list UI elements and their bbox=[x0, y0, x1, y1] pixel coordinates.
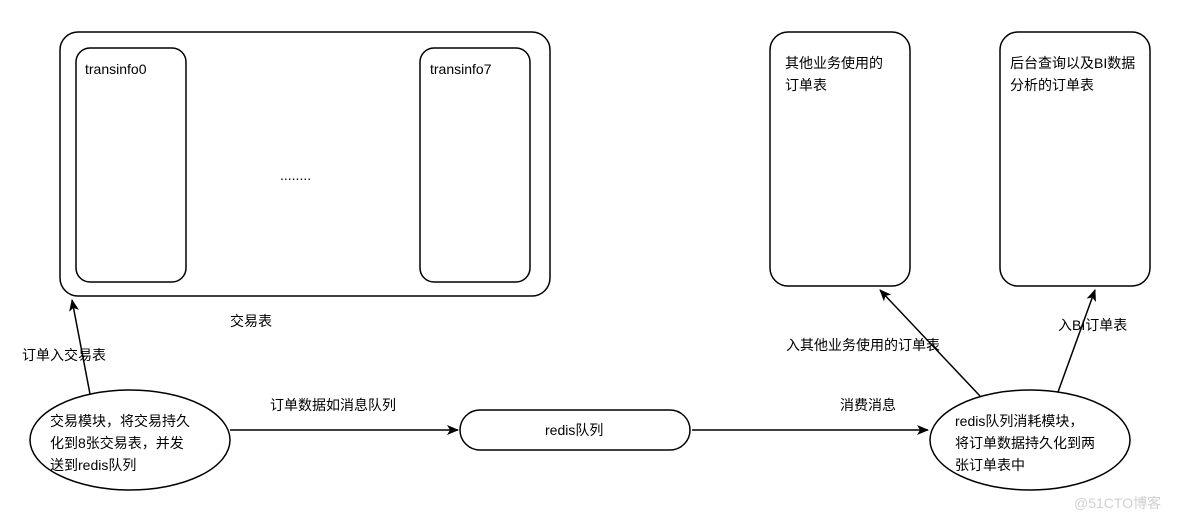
edge-consumer-to-bi bbox=[1058, 290, 1095, 392]
edge-tx-to-redis-label: 订单数据如消息队列 bbox=[270, 397, 396, 413]
redis-queue-label: redis队列 bbox=[545, 422, 603, 438]
edge-tx-to-table-label: 订单入交易表 bbox=[22, 347, 106, 363]
architecture-diagram: 交易表 transinfo0 ........ transinfo7 其他业务使… bbox=[0, 0, 1184, 522]
transinfo7-label: transinfo7 bbox=[430, 61, 492, 77]
watermark-text: @51CTO博客 bbox=[1074, 495, 1161, 511]
tx-table-group-label: 交易表 bbox=[230, 313, 272, 329]
transinfo0-node bbox=[76, 48, 186, 282]
ellipsis-label: ........ bbox=[280, 167, 311, 183]
transinfo0-label: transinfo0 bbox=[85, 61, 147, 77]
edge-redis-to-consumer-label: 消费消息 bbox=[840, 397, 896, 413]
edge-consumer-to-bi-label: 入BI订单表 bbox=[1058, 317, 1127, 333]
edge-consumer-to-other-label: 入其他业务使用的订单表 bbox=[786, 337, 940, 353]
transinfo7-node bbox=[420, 48, 530, 282]
